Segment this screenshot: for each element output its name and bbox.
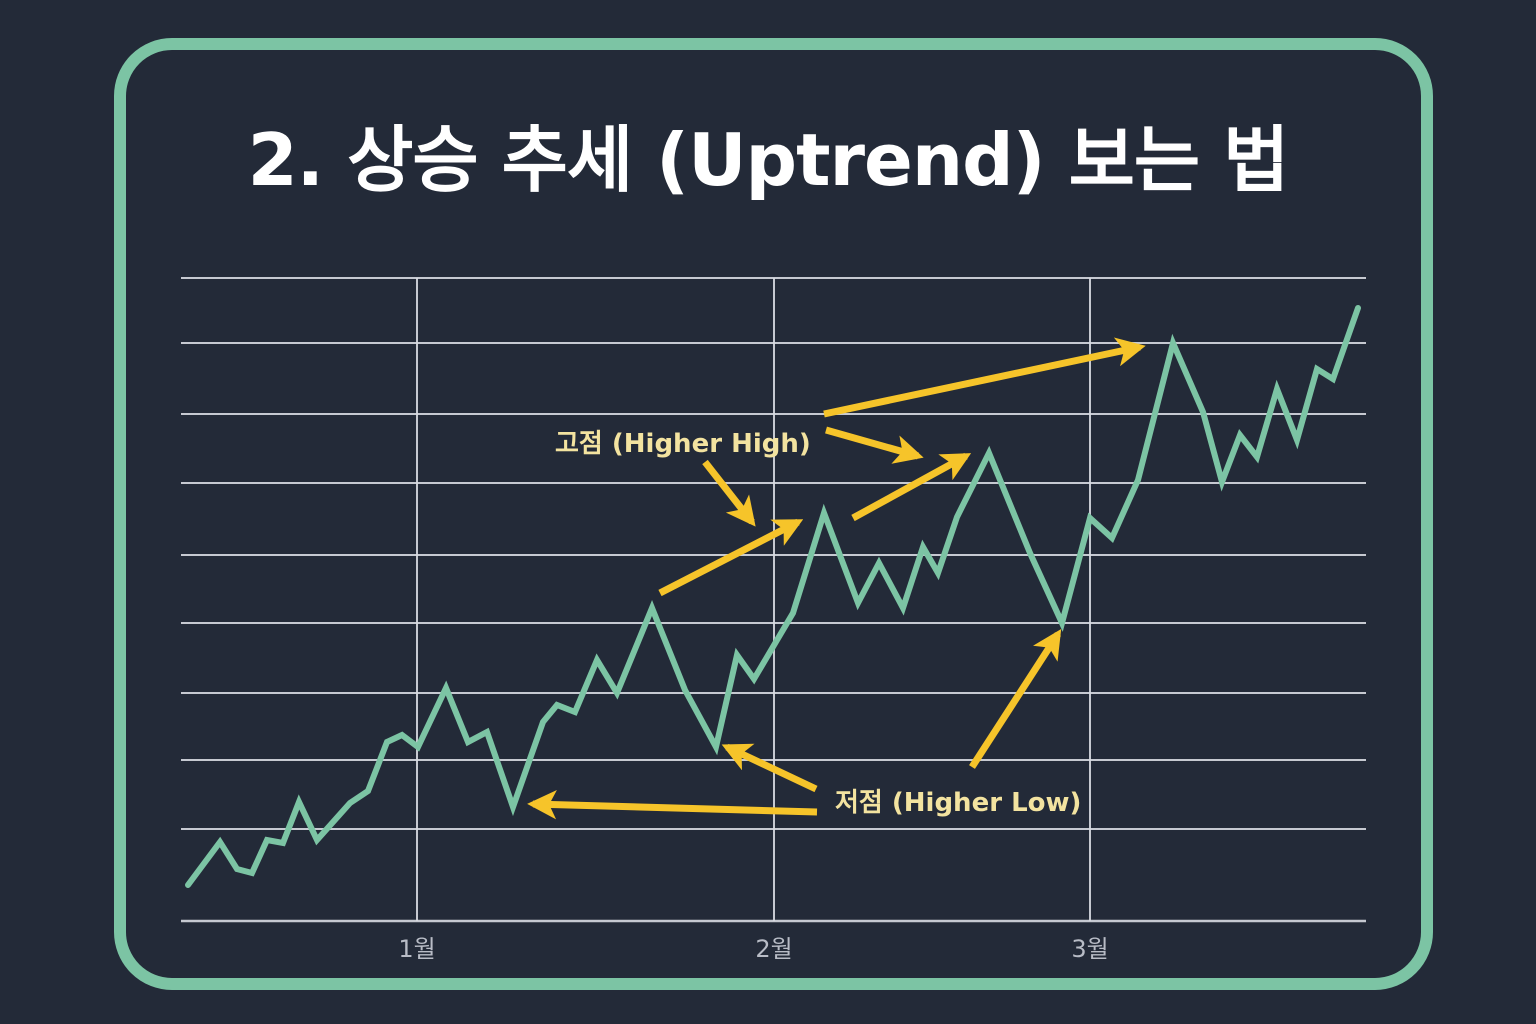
- higher-high-label: 고점 (Higher High): [555, 429, 811, 459]
- x-tick-label: 3월: [1071, 935, 1108, 963]
- annotation-arrow-higher-low: [969, 629, 1062, 769]
- x-tick-label: 2월: [755, 935, 792, 963]
- annotation-arrow-higher-high: [851, 452, 972, 522]
- annotation-arrow-higher-high: [702, 459, 756, 527]
- x-axis-labels: 1월 2월 3월: [398, 935, 1108, 963]
- annotation-arrow-higher-low: [721, 743, 818, 793]
- annotation-arrows: [527, 337, 1146, 820]
- annotation-arrow-higher-high: [658, 518, 804, 597]
- annotation-arrow-higher-low: [527, 789, 818, 820]
- vertical-gridlines: [416, 278, 1091, 921]
- annotation-arrow-higher-high: [825, 426, 924, 464]
- page-title: 2. 상승 추세 (Uptrend) 보는 법: [247, 118, 1290, 202]
- price-line: [185, 305, 1361, 888]
- annotation-arrow-higher-high: [823, 337, 1146, 418]
- x-tick-label: 1월: [398, 935, 435, 963]
- higher-low-label: 저점 (Higher Low): [835, 788, 1081, 818]
- chart-frame-border: [114, 38, 1433, 990]
